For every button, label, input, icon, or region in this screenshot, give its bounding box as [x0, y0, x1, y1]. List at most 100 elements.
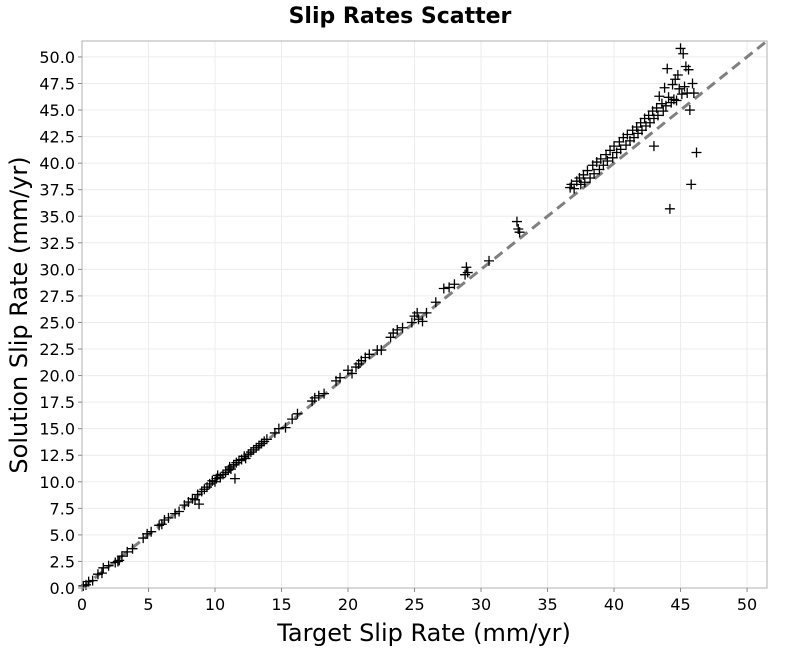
data-point [594, 164, 605, 175]
data-point [667, 79, 678, 90]
data-point [240, 453, 251, 464]
x-tick-label: 45 [670, 595, 690, 614]
y-tick-label: 5.0 [50, 526, 75, 545]
x-tick-label: 30 [471, 595, 491, 614]
y-tick-label: 32.5 [39, 234, 75, 253]
data-point [335, 372, 346, 383]
data-point [514, 227, 525, 238]
y-tick-label: 12.5 [39, 446, 75, 465]
data-point [601, 149, 612, 160]
data-point [122, 546, 133, 557]
data-point [421, 307, 432, 318]
data-point [248, 444, 259, 455]
data-point [644, 117, 655, 128]
data-point [413, 314, 424, 325]
data-point [678, 48, 689, 59]
data-point [217, 469, 228, 480]
data-point [569, 183, 580, 194]
data-point [615, 144, 626, 155]
data-point [589, 168, 600, 179]
y-tick-label: 7.5 [50, 499, 75, 518]
data-point [174, 506, 185, 517]
data-point [579, 177, 590, 188]
x-tick-label: 0 [77, 595, 87, 614]
data-point [98, 562, 109, 573]
x-tick-label: 10 [205, 595, 225, 614]
data-point [679, 81, 690, 92]
data-point [170, 508, 181, 519]
data-point [643, 110, 654, 121]
y-tick-label: 37.5 [39, 181, 75, 200]
data-point [621, 140, 632, 151]
data-point [406, 317, 417, 328]
data-point [229, 473, 240, 484]
data-point [658, 106, 669, 117]
data-point [87, 575, 98, 586]
data-point [233, 455, 244, 466]
data-point [656, 98, 667, 109]
data-point [239, 451, 250, 462]
data-point [194, 499, 205, 510]
data-point [259, 436, 270, 447]
data-point [660, 100, 671, 111]
data-point [602, 156, 613, 167]
data-point [187, 493, 198, 504]
data-point [654, 91, 665, 102]
plot-area [81, 40, 768, 589]
data-point [212, 470, 223, 481]
x-tick-label: 35 [537, 595, 557, 614]
y-tick-label: 20.0 [39, 367, 75, 386]
data-point [225, 464, 236, 475]
data-point [269, 427, 280, 438]
data-point [595, 153, 606, 164]
data-point [385, 332, 396, 343]
data-point [199, 484, 210, 495]
y-tick-label: 35.0 [39, 207, 75, 226]
data-point [92, 569, 103, 580]
data-point [672, 69, 683, 80]
data-point [684, 105, 695, 116]
y-tick-label: 2.5 [50, 552, 75, 571]
data-point [688, 88, 699, 99]
data-point [585, 173, 596, 184]
data-point [670, 74, 681, 85]
data-point [207, 475, 218, 486]
data-point [648, 141, 659, 152]
y-tick-label: 40.0 [39, 154, 75, 173]
data-point [78, 580, 89, 591]
reference-line-layer [81, 39, 768, 590]
x-tick-label: 50 [737, 595, 757, 614]
data-point [376, 345, 387, 356]
data-point [609, 141, 620, 152]
y-tick-label: 50.0 [39, 48, 75, 67]
y-tick-label: 42.5 [39, 128, 75, 147]
data-point [671, 95, 682, 106]
y-axis-label: Solution Slip Rate (mm/yr) [5, 156, 33, 473]
data-point [309, 392, 320, 403]
data-point [462, 267, 473, 278]
data-point [430, 297, 441, 308]
y-tick-label: 10.0 [39, 473, 75, 492]
data-point [461, 262, 472, 273]
data-point [261, 434, 272, 445]
x-tick-label: 20 [338, 595, 358, 614]
data-point [116, 551, 127, 562]
data-point [511, 216, 522, 227]
data-point [159, 515, 170, 526]
data-point [154, 520, 165, 531]
data-point [578, 169, 589, 180]
data-point [273, 423, 284, 434]
data-point [319, 388, 330, 399]
data-point [103, 560, 114, 571]
data-point [675, 43, 686, 54]
data-points [78, 43, 702, 591]
data-point [256, 438, 267, 449]
data-point [662, 63, 673, 74]
data-point [292, 408, 303, 419]
data-point [635, 117, 646, 128]
data-point [631, 122, 642, 133]
data-point [156, 519, 167, 530]
y-tick-label: 45.0 [39, 101, 75, 120]
y-tick-label: 30.0 [39, 260, 75, 279]
